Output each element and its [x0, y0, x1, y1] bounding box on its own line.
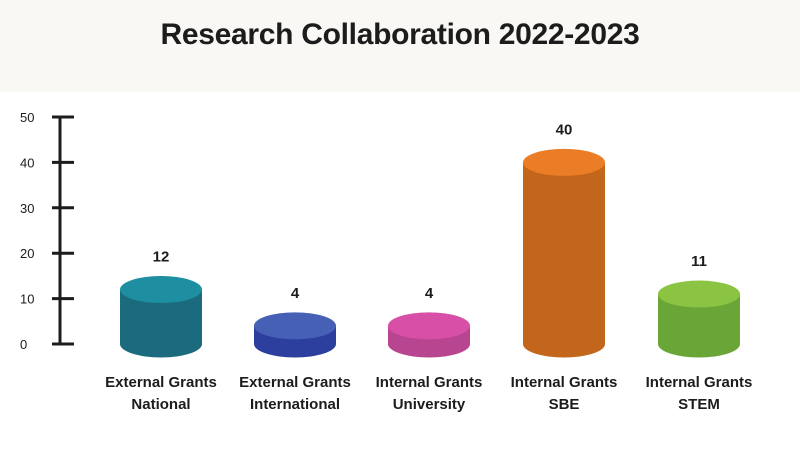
y-tick-label: 30: [20, 201, 34, 216]
data-label: 11: [691, 253, 707, 270]
bar-top: [523, 148, 605, 176]
bar-top: [254, 312, 336, 340]
x-tick-label: SBE: [549, 396, 580, 413]
data-label: 4: [291, 285, 300, 302]
data-label: 40: [556, 121, 573, 138]
bar: [523, 162, 605, 358]
bar-top: [120, 276, 202, 304]
x-tick-label: Internal Grants: [511, 374, 618, 391]
bar-top: [388, 312, 470, 340]
chart-title: Research Collaboration 2022-2023: [160, 18, 640, 51]
x-tick-label: Internal Grants: [646, 374, 753, 391]
bar: [120, 289, 202, 358]
bar-top: [658, 280, 740, 308]
x-tick-label: University: [393, 396, 466, 413]
title-band: [0, 0, 800, 92]
x-tick-label: Internal Grants: [376, 374, 483, 391]
bar: [658, 294, 740, 358]
data-label: 4: [425, 285, 434, 302]
x-tick-label: External Grants: [239, 374, 351, 391]
x-tick-label: STEM: [678, 396, 720, 413]
y-tick-label: 50: [20, 110, 34, 125]
data-label: 12: [153, 249, 170, 266]
x-tick-label: International: [250, 396, 340, 413]
y-tick-label: 10: [20, 292, 34, 307]
x-tick-label: National: [131, 396, 190, 413]
y-tick-label: 0: [20, 337, 27, 352]
x-tick-label: External Grants: [105, 374, 217, 391]
y-tick-label: 40: [20, 155, 34, 170]
y-tick-label: 20: [20, 246, 34, 261]
